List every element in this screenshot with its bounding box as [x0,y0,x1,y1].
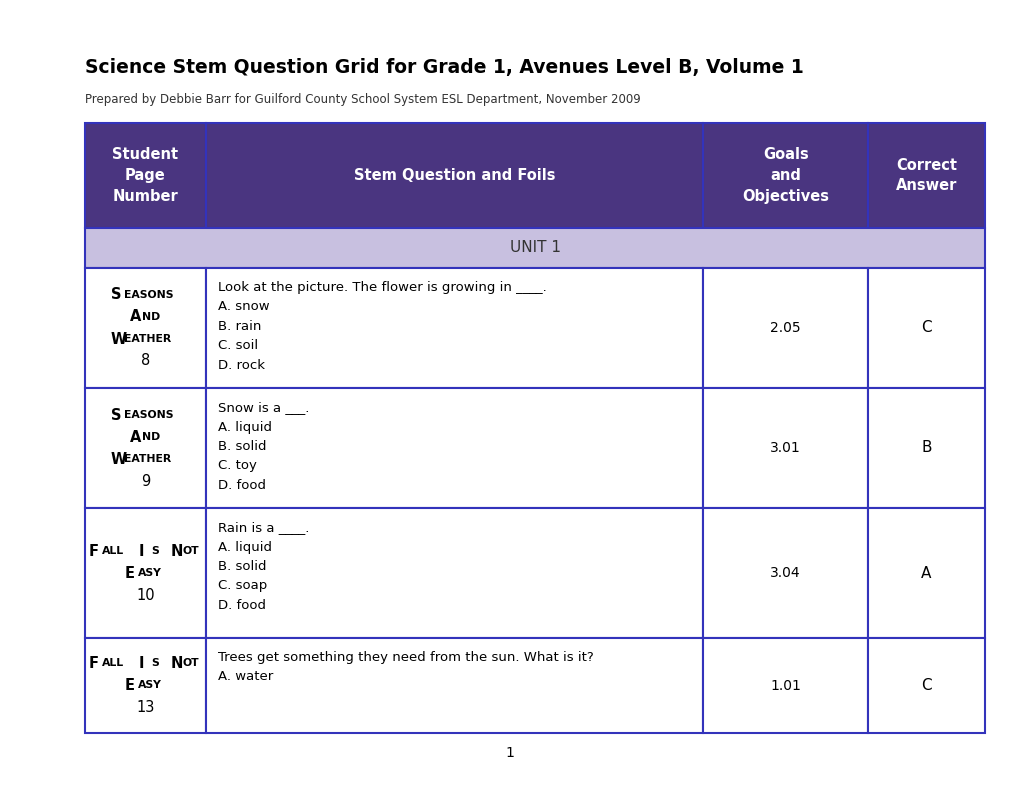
Text: Snow is a ___.: Snow is a ___. [217,401,309,414]
Text: A: A [129,310,141,325]
Bar [206,508,703,638]
Text: ND: ND [142,312,160,322]
Bar [703,123,867,228]
Text: ND: ND [142,432,160,442]
Text: C: C [920,678,931,693]
Text: OT: OT [182,659,200,668]
Bar [85,388,206,508]
Text: A. liquid: A. liquid [217,541,271,553]
Bar [206,388,703,508]
Text: Correct
Answer: Correct Answer [895,158,956,194]
Text: 8: 8 [141,354,150,369]
Text: 2.05: 2.05 [769,321,800,335]
Text: E: E [125,678,135,693]
Bar [85,268,206,388]
Text: C. soap: C. soap [217,579,267,593]
Text: 1: 1 [505,746,514,760]
Text: C. toy: C. toy [217,459,256,473]
Text: S: S [111,407,121,422]
Text: A: A [920,566,930,581]
Text: Prepared by Debbie Barr for Guilford County School System ESL Department, Novemb: Prepared by Debbie Barr for Guilford Cou… [85,93,640,106]
Text: I: I [139,544,145,559]
Text: B: B [920,440,930,455]
Text: E: E [125,566,135,581]
Text: EASONS: EASONS [123,410,173,420]
Bar [85,638,206,733]
Text: Student
Page
Number: Student Page Number [112,147,178,204]
Text: Rain is a ____.: Rain is a ____. [217,521,309,534]
Text: S: S [152,546,159,556]
Text: A. water: A. water [217,671,273,683]
Bar [867,123,984,228]
Text: EATHER: EATHER [123,454,170,464]
Text: W: W [111,452,127,466]
Text: 3.01: 3.01 [769,441,800,455]
Bar [703,638,867,733]
Text: F: F [89,544,99,559]
Bar [703,508,867,638]
Bar [206,268,703,388]
Text: C. soil: C. soil [217,340,258,352]
Bar [85,123,206,228]
Text: Science Stem Question Grid for Grade 1, Avenues Level B, Volume 1: Science Stem Question Grid for Grade 1, … [85,58,803,77]
Bar [703,388,867,508]
Text: C: C [920,321,931,336]
Bar [867,388,984,508]
Text: ASY: ASY [138,568,161,578]
Text: UNIT 1: UNIT 1 [510,240,560,255]
Text: 1.01: 1.01 [769,678,800,693]
Text: 13: 13 [136,700,154,715]
Text: OT: OT [182,546,200,556]
Bar [867,638,984,733]
Text: A: A [129,429,141,444]
Bar [85,228,984,268]
Text: EATHER: EATHER [123,334,170,344]
Text: A. snow: A. snow [217,300,269,314]
Text: A. liquid: A. liquid [217,421,271,433]
Bar [206,123,703,228]
Text: ALL: ALL [102,659,123,668]
Text: 9: 9 [141,474,150,489]
Text: N: N [170,656,182,671]
Text: 10: 10 [136,588,155,603]
Text: Trees get something they need from the sun. What is it?: Trees get something they need from the s… [217,651,593,664]
Text: ASY: ASY [138,681,161,690]
Text: N: N [170,544,182,559]
Text: I: I [139,656,145,671]
Text: 3.04: 3.04 [769,566,800,580]
Text: ALL: ALL [102,546,123,556]
Text: D. food: D. food [217,479,265,492]
Text: EASONS: EASONS [123,290,173,300]
Bar [867,268,984,388]
Bar [206,638,703,733]
Bar [867,508,984,638]
Bar [703,268,867,388]
Text: Look at the picture. The flower is growing in ____.: Look at the picture. The flower is growi… [217,281,546,294]
Text: Goals
and
Objectives: Goals and Objectives [742,147,828,204]
Bar [85,508,206,638]
Text: B. solid: B. solid [217,560,266,573]
Text: W: W [111,332,127,347]
Text: Stem Question and Foils: Stem Question and Foils [354,168,554,183]
Text: D. rock: D. rock [217,359,264,372]
Text: B. solid: B. solid [217,440,266,453]
Text: S: S [111,288,121,303]
Text: B. rain: B. rain [217,320,261,333]
Text: F: F [89,656,99,671]
Text: D. food: D. food [217,599,265,612]
Text: S: S [152,659,159,668]
